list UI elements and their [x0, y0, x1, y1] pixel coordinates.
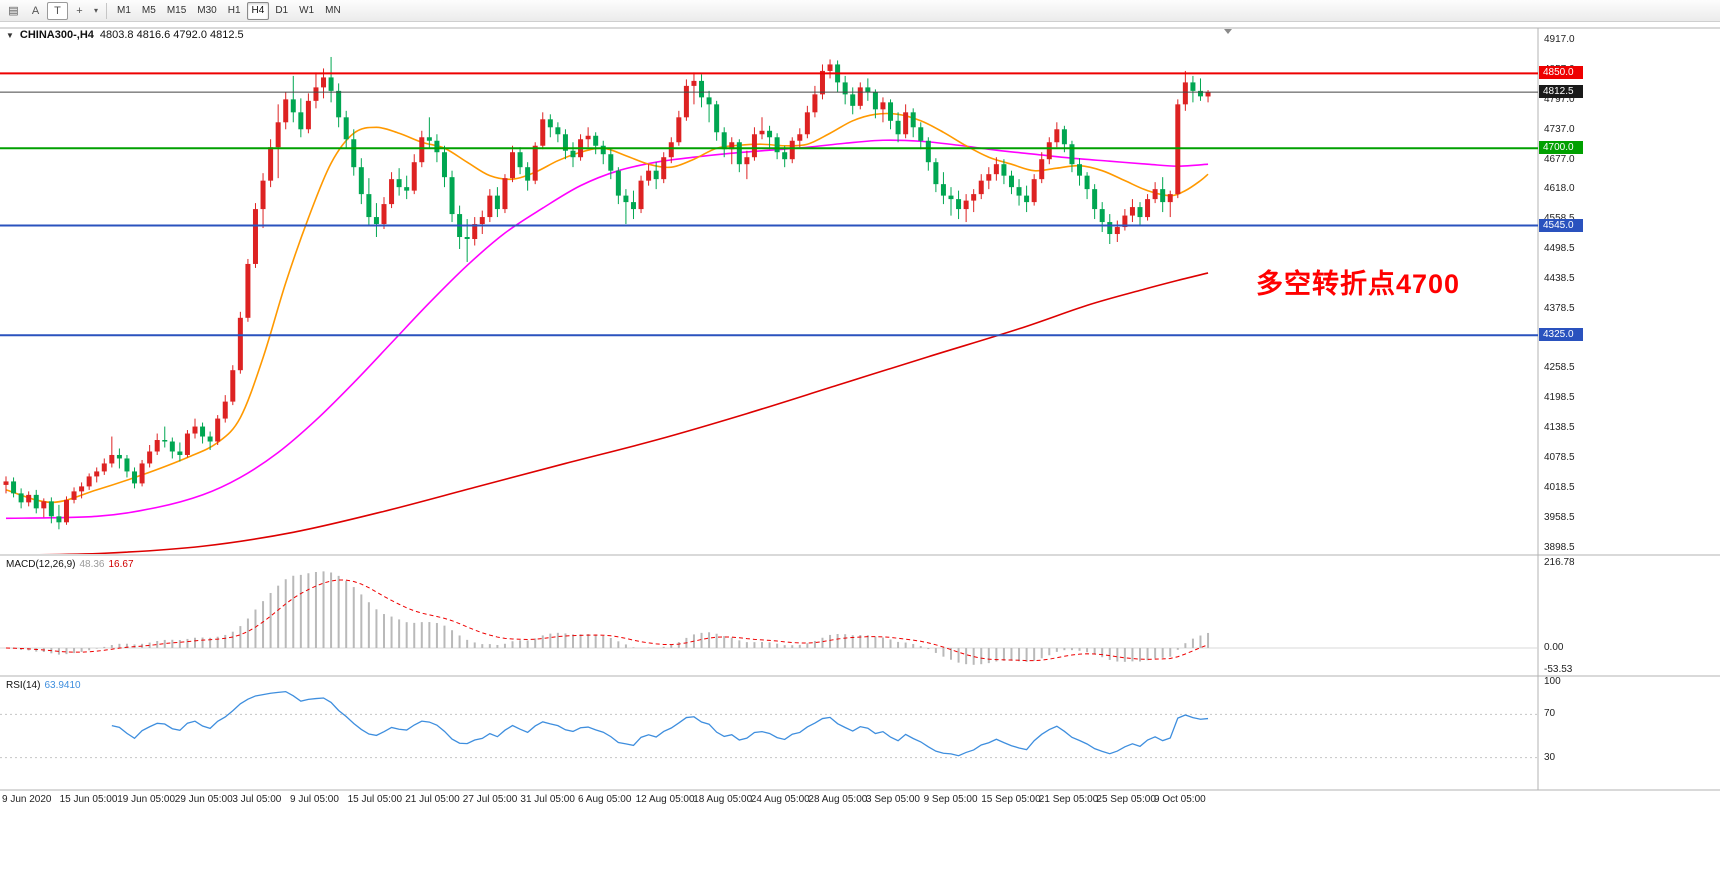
time-axis-label: 15 Sep 05:00 [981, 794, 1041, 805]
price-axis-label: 4797.0 [1544, 93, 1575, 105]
price-badge-4812.5: 4812.5 [1539, 85, 1583, 99]
price-badge-4700.0: 4700.0 [1539, 141, 1583, 155]
toolbar: ▤ A T + ▾ M1 M5 M15 M30 H1 H4 D1 W1 MN [0, 0, 1720, 22]
ma-slow-line [39, 272, 1209, 554]
time-axis-label: 28 Aug 05:00 [808, 794, 868, 805]
time-axis-label: 9 Jul 05:00 [290, 794, 339, 805]
time-axis-label: 21 Sep 05:00 [1038, 794, 1099, 805]
timeframe-d1-button[interactable]: D1 [275, 5, 289, 16]
time-axis-label: 3 Sep 05:00 [866, 794, 920, 805]
price-axis-label: 4078.5 [1544, 452, 1575, 464]
rsi-axis-label: 100 [1544, 676, 1561, 687]
price-badge-4545.0: 4545.0 [1539, 218, 1583, 232]
time-axis-label: 6 Aug 05:00 [578, 794, 632, 805]
timeframe-m5-button[interactable]: M5 [141, 5, 156, 16]
time-axis-label: 24 Aug 05:00 [750, 794, 810, 805]
price-axis-label: 4737.0 [1544, 123, 1575, 135]
price-axis-label: 4018.5 [1544, 482, 1575, 494]
macd-name: MACD(12,26,9) [6, 559, 76, 570]
collapse-chart-icon[interactable]: ▼ [6, 30, 14, 40]
price-axis-label: 3958.5 [1544, 512, 1575, 524]
rsi-name: RSI(14) [6, 680, 41, 691]
price-axis-label: 4917.0 [1544, 34, 1575, 45]
price-axis-label: 4558.5 [1544, 213, 1575, 225]
rsi-line [111, 690, 1209, 757]
timeframe-m1-button[interactable]: M1 [117, 5, 131, 16]
time-axis-label: 9 Jun 2020 [2, 794, 52, 805]
price-axis-label: 3898.5 [1544, 542, 1575, 553]
price-axis-label: 4618.0 [1544, 183, 1575, 195]
price-axis-label: 4198.5 [1544, 392, 1575, 404]
price-badge-4325.0: 4325.0 [1539, 328, 1583, 342]
toolbar-separator [106, 2, 107, 19]
time-axis-label: 21 Jul 05:00 [405, 794, 460, 805]
time-axis-label: 18 Aug 05:00 [693, 794, 753, 805]
rsi-axis-label: 30 [1544, 751, 1556, 763]
price-axis-label: 4438.5 [1544, 272, 1575, 284]
time-axis-label: 27 Jul 05:00 [462, 794, 518, 805]
chart-canvas[interactable] [0, 22, 1720, 894]
macd-signal-value: 16.67 [108, 559, 134, 570]
symbol-label: CHINA300-,H4 [19, 29, 94, 41]
timeframe-buttons: M1 M5 M15 M30 H1 H4 D1 W1 MN [112, 1, 346, 20]
timeframe-m30-button[interactable]: M30 [197, 5, 217, 16]
chart-shift-marker-icon[interactable] [1224, 29, 1232, 34]
timeframe-h4-button[interactable]: H4 [246, 1, 270, 20]
price-badge-4850.0: 4850.0 [1539, 66, 1583, 80]
macd-axis-label: 216.78 [1544, 557, 1575, 568]
chart-window-icon[interactable]: ▤ [8, 5, 19, 17]
timeframe-w1-button[interactable]: W1 [299, 5, 315, 16]
timeframe-m15-button[interactable]: M15 [166, 5, 187, 16]
price-axis-label: 4138.5 [1544, 422, 1575, 434]
text-tool-icon[interactable]: T [47, 1, 68, 20]
price-axis-label: 4258.5 [1544, 362, 1575, 374]
toolbar-icons: ▤ A T + ▾ [3, 1, 101, 20]
price-axis-label: 4498.5 [1544, 242, 1575, 254]
time-axis-label: 25 Sep 05:00 [1096, 794, 1156, 805]
price-axis-label: 4378.5 [1544, 302, 1575, 314]
timeframe-mn-button[interactable]: MN [325, 5, 341, 16]
timeframe-h1-button[interactable]: H1 [227, 5, 241, 16]
chart-annotation-text[interactable]: 多空转折点4700 [1256, 269, 1461, 299]
chart-title: ▼ CHINA300-,H4 4803.8 4816.6 4792.0 4812… [6, 29, 244, 41]
rsi-value: 63.9410 [44, 680, 81, 691]
time-axis-label: 15 Jun 05:00 [59, 794, 118, 805]
dropdown-caret-icon[interactable]: ▾ [93, 6, 98, 15]
time-axis-label: 9 Oct 05:00 [1154, 794, 1206, 805]
time-axis-label: 3 Jul 05:00 [232, 794, 282, 805]
annotation-a-icon[interactable]: A [31, 4, 40, 17]
macd-histogram [12, 571, 1210, 665]
macd-value: 48.36 [79, 559, 105, 570]
chart-area: ▼ CHINA300-,H4 4803.8 4816.6 4792.0 4812… [0, 22, 1720, 894]
macd-axis-label: -53.53 [1544, 664, 1573, 675]
macd-indicator-label: MACD(12,26,9) 48.36 16.67 [6, 559, 138, 570]
rsi-axis-label: 70 [1544, 708, 1556, 720]
time-axis-label: 31 Jul 05:00 [520, 794, 575, 805]
time-axis-label: 9 Sep 05:00 [923, 794, 978, 805]
macd-axis-label: 0.00 [1544, 642, 1564, 653]
main-price-panel [3, 56, 1211, 554]
macd-signal-line [5, 579, 1209, 662]
crosshair-tool-icon[interactable]: + [76, 4, 83, 17]
rsi-indicator-label: RSI(14) 63.9410 [6, 680, 85, 691]
time-axis-label: 12 Aug 05:00 [635, 794, 695, 805]
price-axis-label: 4677.0 [1544, 153, 1575, 165]
time-axis-label: 19 Jun 05:00 [117, 794, 176, 805]
ma-fast-line [5, 112, 1209, 504]
time-axis-label: 29 Jun 05:00 [174, 794, 233, 805]
ohlc-values: 4803.8 4816.6 4792.0 4812.5 [99, 29, 244, 41]
time-axis-label: 15 Jul 05:00 [347, 794, 403, 805]
